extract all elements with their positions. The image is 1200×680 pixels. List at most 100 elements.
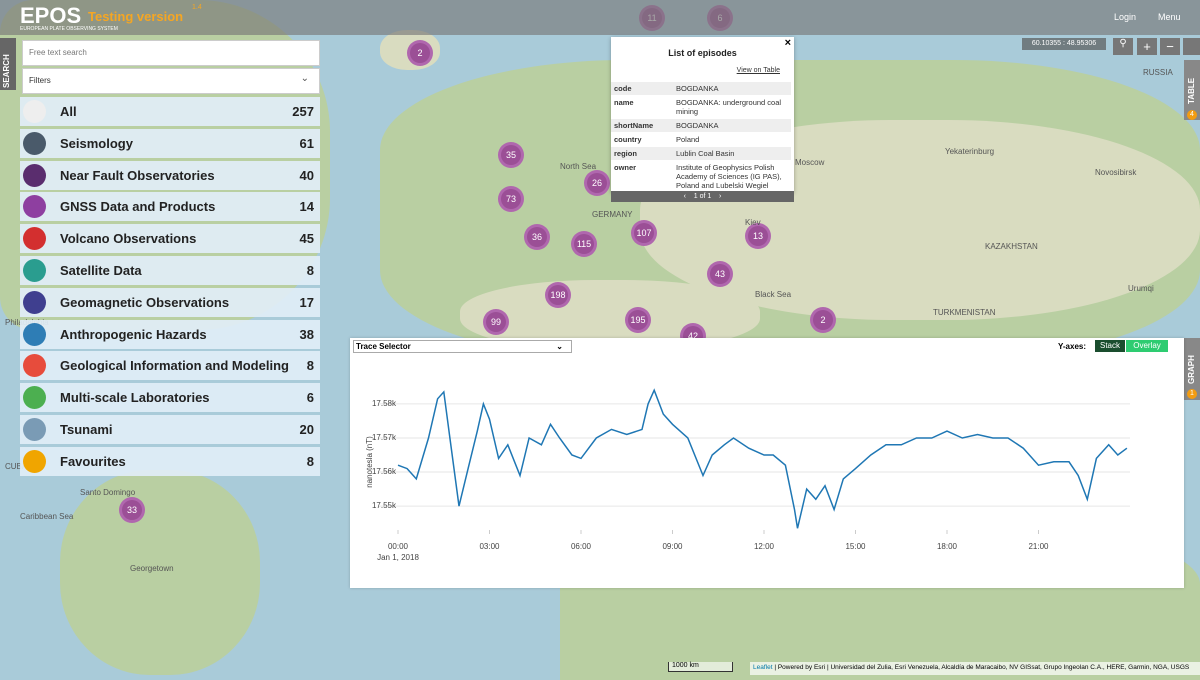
category-name: Geomagnetic Observations — [60, 294, 230, 310]
cluster[interactable]: 198 — [545, 282, 571, 308]
category[interactable]: Multi-scale Laboratories 6 — [20, 383, 320, 413]
menu[interactable]: Menu — [1158, 12, 1181, 22]
map-label: Urumqi — [1128, 284, 1154, 293]
category-count: 38 — [299, 326, 314, 342]
category[interactable]: Seismology 61 — [20, 128, 320, 158]
cluster[interactable]: 2 — [810, 307, 836, 333]
close[interactable]: × — [784, 37, 791, 49]
category-count: 8 — [306, 358, 314, 374]
cluster[interactable]: 36 — [524, 224, 550, 250]
y-tick-label: 17.55k — [372, 501, 397, 510]
map-label: Moscow — [795, 158, 825, 167]
cluster[interactable]: 2 — [407, 40, 433, 66]
popup-key: name — [614, 98, 634, 107]
pager-label: 1 of 1 — [693, 193, 712, 200]
y-tick-label: 17.57k — [372, 433, 397, 442]
popup-key: shortName — [614, 121, 654, 130]
category[interactable]: All 257 — [20, 97, 320, 126]
category[interactable]: GNSS Data and Products 14 — [20, 192, 320, 222]
badge: 4 — [1187, 110, 1197, 120]
chevron: ⌄ — [300, 73, 309, 84]
category[interactable]: Geomagnetic Observations 17 — [20, 287, 320, 317]
category-icon — [23, 322, 46, 346]
popup-row: region Lublin Coal Basin — [611, 147, 791, 161]
map-label: GERMANY — [592, 210, 633, 219]
category-name: GNSS Data and Products — [60, 199, 216, 215]
version: Testing version — [88, 9, 184, 24]
leaflet-link[interactable]: Leaflet — [753, 664, 773, 671]
table-tab[interactable]: TABLE 4 — [1184, 60, 1200, 120]
layers[interactable] — [1183, 38, 1200, 55]
category-count: 8 — [306, 453, 314, 469]
cluster[interactable]: 13 — [745, 223, 771, 249]
cluster[interactable]: 107 — [631, 220, 657, 246]
category[interactable]: Satellite Data 8 — [20, 256, 320, 285]
popup-key: region — [614, 149, 637, 158]
category-icon — [23, 100, 46, 123]
map-label: Black Sea — [755, 290, 792, 299]
category-icon — [23, 259, 46, 282]
category-icon — [23, 418, 46, 441]
category-icon — [23, 354, 46, 378]
category[interactable]: Tsunami 20 — [20, 415, 320, 444]
coordinates: 60.10355 : 48.95306 — [1022, 38, 1106, 50]
category[interactable]: Geological Information and Modeling 8 — [20, 351, 320, 381]
login[interactable]: Login — [1114, 12, 1137, 22]
x-date-label: Jan 1, 2018 — [377, 553, 419, 562]
popup-row: country Poland — [611, 133, 791, 147]
trace-selector[interactable]: Trace Selector ⌄ — [353, 340, 572, 353]
category-name: Anthropogenic Hazards — [60, 326, 207, 342]
map-label: KAZAKHSTAN — [985, 242, 1038, 251]
popup-row: code BOGDANKA — [611, 82, 791, 96]
zoom-in[interactable]: + — [1137, 38, 1157, 55]
cluster[interactable]: 99 — [483, 309, 509, 335]
category-icon — [23, 290, 46, 314]
category-count: 8 — [306, 263, 314, 278]
category[interactable]: Anthropogenic Hazards 38 — [20, 319, 320, 349]
placeholder: Free text search — [29, 48, 87, 57]
view-on-table[interactable]: View on Table — [736, 67, 780, 74]
category-count: 14 — [299, 199, 314, 215]
stack-button[interactable]: Stack — [1095, 340, 1125, 352]
x-tick-label: 21:00 — [1028, 542, 1049, 551]
x-tick-label: 00:00 — [388, 542, 409, 551]
cluster[interactable]: 43 — [707, 261, 733, 287]
map-label: Caribbean Sea — [20, 512, 74, 521]
cluster[interactable]: 195 — [625, 307, 651, 333]
trace-selector-label: Trace Selector — [356, 342, 411, 351]
popup-key: owner — [614, 163, 637, 172]
header: EPOS EUROPEAN PLATE OBSERVING SYSTEM Tes… — [0, 0, 1200, 35]
map-label: North Sea — [560, 162, 597, 171]
attribution: Leaflet | Powered by Esri | Universidad … — [750, 662, 1200, 675]
category-count: 45 — [299, 231, 314, 247]
cluster[interactable]: 33 — [119, 497, 145, 523]
category[interactable]: Favourites 8 — [20, 446, 320, 476]
popup-value: BOGDANKA — [676, 121, 719, 130]
category-count: 20 — [299, 422, 314, 437]
zoom-search[interactable]: ⚲ — [1113, 38, 1133, 55]
popup-row: name BOGDANKA: underground coal mining — [611, 96, 791, 119]
cluster[interactable]: 35 — [498, 142, 524, 168]
category[interactable]: Near Fault Observatories 40 — [20, 160, 320, 190]
map-label: Georgetown — [130, 564, 174, 573]
cluster[interactable]: 26 — [584, 170, 610, 196]
cluster[interactable]: 73 — [498, 186, 524, 212]
category-count: 257 — [292, 104, 314, 119]
search-tab[interactable]: SEARCH — [0, 38, 16, 90]
filters[interactable]: Filters ⌄ — [22, 68, 320, 94]
logo[interactable]: EPOS — [20, 3, 82, 28]
category[interactable]: Volcano Observations 45 — [20, 224, 320, 254]
overlay-button[interactable]: Overlay — [1126, 340, 1168, 352]
cluster[interactable]: 115 — [571, 231, 597, 257]
logo-subtitle: EUROPEAN PLATE OBSERVING SYSTEM — [20, 26, 118, 32]
search-input[interactable]: Free text search — [22, 40, 320, 66]
category-name: Tsunami — [60, 422, 113, 437]
category-icon — [23, 195, 46, 219]
category-name: Volcano Observations — [60, 231, 197, 247]
scale-bar: 1000 km — [668, 662, 733, 672]
category-icon — [23, 386, 46, 410]
zoom-out[interactable]: − — [1160, 38, 1180, 55]
y-tick-label: 17.56k — [372, 467, 397, 476]
graph-tab[interactable]: GRAPH 1 — [1184, 338, 1200, 400]
category-name: Near Fault Observatories — [60, 167, 215, 183]
